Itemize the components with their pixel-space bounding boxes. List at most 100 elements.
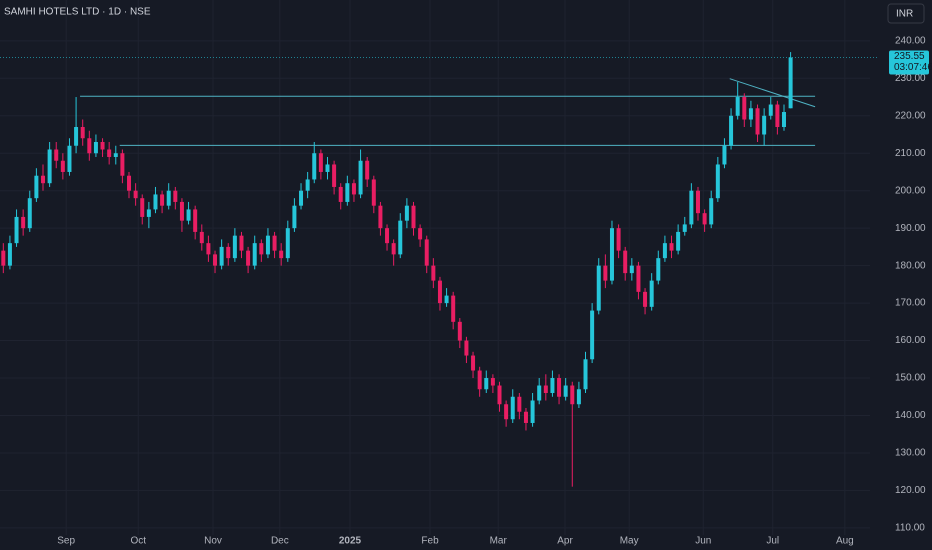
candle-body — [689, 190, 694, 225]
candle-body — [603, 265, 608, 281]
candle-body — [213, 254, 218, 266]
candle-body — [173, 190, 178, 202]
x-tick-label: Sep — [57, 536, 75, 547]
x-tick-label: Aug — [836, 536, 854, 547]
candle-body — [133, 190, 138, 199]
x-tick-label: Jul — [766, 536, 779, 547]
candle-body — [272, 235, 277, 251]
trend-line — [729, 78, 816, 108]
candle-body — [80, 127, 85, 139]
candle-body — [649, 280, 654, 307]
candle-body — [437, 280, 442, 304]
candle-body — [643, 291, 648, 307]
x-tick-label: Nov — [204, 536, 222, 547]
candle-body — [550, 378, 555, 394]
candle-body — [623, 250, 628, 274]
candle-body — [259, 243, 264, 255]
candle-body — [206, 243, 211, 255]
candle-body — [715, 164, 720, 199]
candle-body — [186, 209, 191, 221]
x-tick-label: Feb — [421, 536, 439, 547]
candle-body — [543, 385, 548, 394]
x-tick-label: Apr — [557, 536, 573, 547]
candle-body — [100, 141, 105, 150]
candle-body — [312, 153, 317, 180]
candle-body — [358, 160, 363, 195]
candle-body — [404, 205, 409, 221]
currency-label[interactable]: INR — [896, 9, 913, 20]
candle-body — [444, 295, 449, 304]
x-tick-label: May — [620, 536, 639, 547]
candle-body — [629, 265, 634, 274]
candle-body — [748, 108, 753, 120]
axes: 110.00 120.00 130.00 140.00 150.00 160.00 170.… — [57, 35, 932, 546]
candle-body — [768, 104, 773, 116]
candle-body — [239, 235, 244, 251]
last-price-label: 235.55 — [894, 51, 925, 62]
candle-body — [742, 97, 747, 120]
candle-body — [332, 164, 337, 187]
candle-body — [299, 190, 304, 206]
candle-body — [391, 243, 396, 255]
y-tick-label: 140.00 — [895, 410, 926, 421]
candle-body — [636, 265, 641, 292]
candle-body — [153, 194, 158, 210]
candle-body — [21, 216, 26, 229]
candle-body — [781, 112, 786, 128]
x-tick-label: Mar — [490, 536, 508, 547]
candle-body — [762, 115, 767, 135]
candle-body — [570, 385, 575, 405]
x-tick-label: Dec — [271, 536, 289, 547]
candle-body — [609, 228, 614, 281]
candle-body — [563, 385, 568, 397]
candle-body — [14, 216, 19, 244]
y-tick-label: 160.00 — [895, 335, 926, 346]
candle-body — [490, 378, 495, 386]
plot-area — [0, 52, 878, 487]
candle-body — [755, 108, 760, 135]
candle-body — [345, 183, 350, 202]
candle-body — [140, 198, 145, 217]
y-tick-label: 220.00 — [895, 110, 926, 121]
x-tick-label: 2025 — [339, 536, 362, 547]
candle-body — [351, 183, 356, 195]
candle-body — [517, 396, 522, 412]
candle-body — [735, 97, 740, 116]
candle-body — [431, 265, 436, 281]
candle-body — [537, 385, 542, 401]
candle-body — [471, 355, 476, 371]
candle-body — [457, 321, 462, 341]
candle-body — [596, 265, 601, 311]
candle-body — [411, 205, 416, 229]
candle-body — [788, 57, 793, 109]
candle-body — [199, 231, 204, 244]
candle-body — [285, 228, 290, 259]
candle-body — [695, 190, 700, 214]
candle-body — [160, 194, 165, 206]
candle-body — [146, 209, 151, 217]
candle-body — [682, 224, 687, 232]
candle-body — [398, 220, 403, 255]
candle-body — [7, 243, 12, 266]
candle-body — [252, 243, 257, 266]
candle-body — [219, 246, 224, 266]
candle-body — [669, 243, 674, 251]
candle-body — [451, 295, 456, 322]
candle-body — [385, 228, 390, 244]
y-tick-label: 190.00 — [895, 223, 926, 234]
candle-body — [226, 246, 231, 259]
countdown: 03:07:46 — [894, 62, 932, 73]
last-price-box — [889, 50, 929, 75]
candle-body — [107, 149, 112, 157]
candle-body — [113, 153, 118, 157]
x-tick-label: Jun — [695, 536, 711, 547]
candle-body — [662, 243, 667, 259]
y-tick-label: 180.00 — [895, 260, 926, 271]
candle-body — [523, 411, 528, 423]
currency-button[interactable] — [887, 3, 925, 24]
y-tick-label: 210.00 — [895, 148, 926, 159]
candle-body — [193, 209, 198, 232]
candle-body — [47, 149, 52, 184]
candle-body — [232, 235, 237, 259]
